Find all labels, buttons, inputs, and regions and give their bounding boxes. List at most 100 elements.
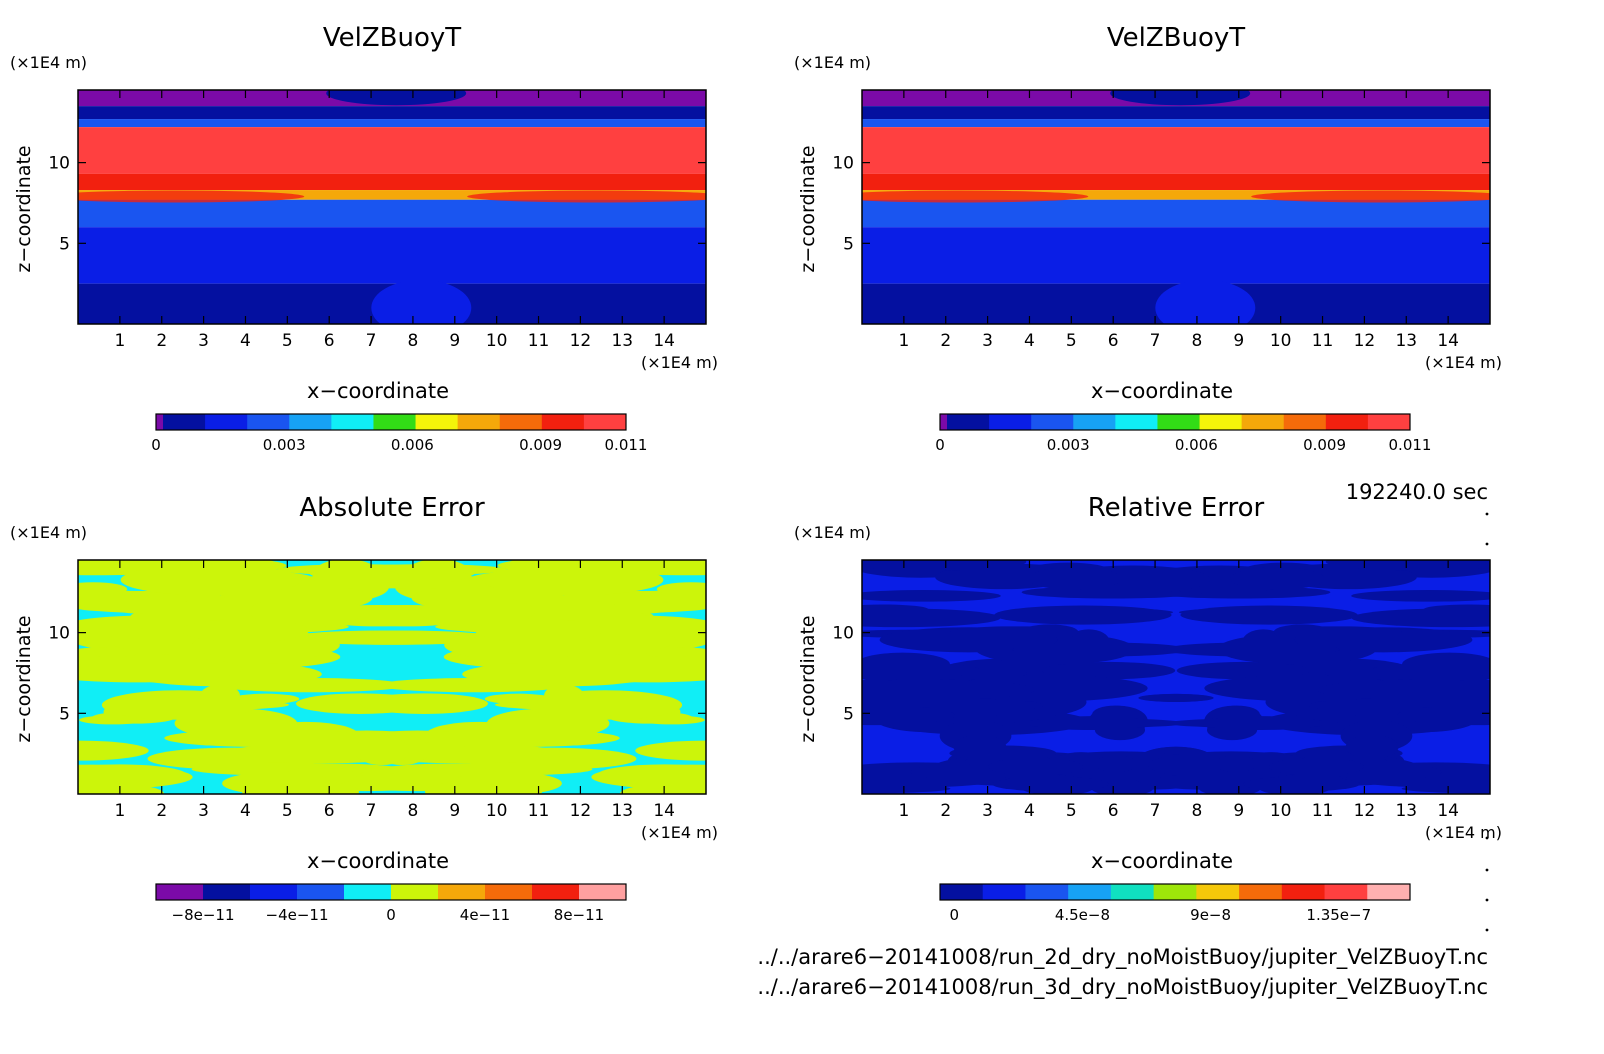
x-tick-label: 14 <box>653 331 675 351</box>
field-patch <box>384 568 468 583</box>
colorbar-swatch <box>457 414 501 430</box>
colorbar-tick-label: 1.35e−7 <box>1306 906 1371 924</box>
colorbar-swatch <box>947 414 990 430</box>
y-unit-label: (×1E4 m) <box>794 53 871 72</box>
field-patch <box>619 782 706 794</box>
x-tick-label: 13 <box>1395 331 1417 351</box>
colorbar-swatch <box>989 414 1032 430</box>
colorbar-frame <box>155 413 627 431</box>
x-tick-label: 12 <box>570 801 592 821</box>
colorbar-swatch <box>1324 884 1368 900</box>
field-patch <box>1176 661 1310 680</box>
colorbar-swatch <box>1025 884 1069 900</box>
plot-field <box>78 560 706 794</box>
colorbar-swatch <box>297 884 345 900</box>
field-patch <box>474 619 604 642</box>
field-patch <box>1180 605 1358 625</box>
field-band <box>78 199 706 228</box>
colorbar-swatch <box>485 884 533 900</box>
field-patch <box>354 735 409 766</box>
field-band <box>862 173 1490 191</box>
x-tick-label: 10 <box>1270 331 1292 351</box>
x-tick-label: 3 <box>982 331 993 351</box>
field-band <box>862 227 1490 284</box>
colorbar-swatch <box>156 414 164 430</box>
field-patch <box>482 564 664 596</box>
field-patch <box>1027 567 1122 590</box>
x-axis-title: x−coordinate <box>307 849 449 873</box>
x-tick-label: 1 <box>114 331 125 351</box>
colorbar-swatch <box>247 414 290 430</box>
x-tick-label: 11 <box>1312 331 1334 351</box>
field-patch <box>1042 661 1176 680</box>
field-patch <box>120 564 302 596</box>
chart-title: VelZBuoyT <box>1107 23 1245 53</box>
field-bulge <box>78 190 305 203</box>
field-patch <box>862 679 1036 700</box>
field-patch <box>862 784 951 794</box>
x-tick-label: 13 <box>1395 801 1417 821</box>
x-tick-label: 3 <box>198 801 209 821</box>
field-patch <box>1013 718 1186 728</box>
colorbar-tick-label: 0.011 <box>605 436 648 454</box>
x-tick-label: 8 <box>408 801 419 821</box>
field-patch <box>1242 776 1360 792</box>
colorbar-tick-label: 0.011 <box>1389 436 1432 454</box>
x-tick-label: 12 <box>1354 801 1376 821</box>
plot-field <box>862 90 1490 324</box>
colorbar-tick-label: −4e−11 <box>266 906 329 924</box>
field-patch <box>93 646 132 659</box>
colorbar-swatch <box>205 414 248 430</box>
y-axis-title: z−coordinate <box>13 615 35 742</box>
field-patch <box>862 705 956 726</box>
colorbar-frame <box>939 883 1411 901</box>
x-tick-label: 9 <box>449 801 460 821</box>
colorbar-swatch <box>1325 414 1369 430</box>
colorbar-swatch <box>289 414 332 430</box>
x-unit-label: (×1E4 m) <box>641 353 718 372</box>
field-band <box>78 119 706 128</box>
x-axis-title: x−coordinate <box>307 379 449 403</box>
x-tick-label: 6 <box>1108 331 1119 351</box>
field-patch <box>414 729 620 748</box>
colorbar-swatch <box>1196 884 1240 900</box>
chart-title: Relative Error <box>1088 493 1265 523</box>
field-patch <box>420 596 535 628</box>
field-band <box>862 119 1490 128</box>
field-bulge <box>1251 190 1490 203</box>
x-unit-label: (×1E4 m) <box>1425 823 1502 842</box>
y-axis-title: z−coordinate <box>13 145 35 272</box>
field-patch <box>78 740 149 761</box>
field-band <box>78 190 706 200</box>
x-tick-label: 3 <box>198 331 209 351</box>
colorbar-swatch <box>391 884 439 900</box>
plot-field <box>78 90 706 324</box>
colorbar-tick-label: 0 <box>386 906 396 924</box>
field-patch <box>862 663 981 678</box>
colorbar-tick-label: 0.006 <box>391 436 434 454</box>
colorbar-swatch <box>203 884 251 900</box>
plot-frame <box>77 89 707 325</box>
field-patch <box>1138 693 1212 702</box>
x-tick-label: 5 <box>1066 801 1077 821</box>
colorbar-tick-label: 0 <box>949 906 959 924</box>
field-patch <box>1268 757 1364 776</box>
x-tick-label: 14 <box>1437 801 1459 821</box>
colorbar-tick-label: 0.003 <box>263 436 306 454</box>
y-tick-label: 5 <box>843 234 854 254</box>
x-tick-label: 4 <box>1024 801 1035 821</box>
margin-dot <box>1485 512 1489 516</box>
field-patch <box>1316 679 1490 700</box>
field-band <box>862 190 1490 200</box>
x-axis-title: x−coordinate <box>1091 379 1233 403</box>
colorbar-swatch <box>1281 884 1326 900</box>
x-tick-label: 3 <box>982 801 993 821</box>
colorbar-swatch <box>1239 884 1283 900</box>
x-tick-label: 9 <box>1233 331 1244 351</box>
field-band <box>862 199 1490 228</box>
field-patch <box>992 776 1110 792</box>
y-tick-label: 5 <box>59 234 70 254</box>
x-tick-label: 14 <box>1437 331 1459 351</box>
colorbar-swatch <box>982 884 1026 900</box>
